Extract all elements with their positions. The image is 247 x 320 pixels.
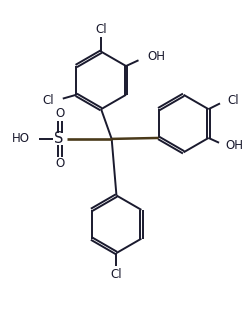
Text: Cl: Cl (228, 94, 239, 107)
Text: S: S (54, 132, 64, 147)
Text: OH: OH (147, 50, 165, 63)
Text: Cl: Cl (111, 268, 122, 281)
Text: O: O (55, 157, 64, 170)
Text: Cl: Cl (95, 23, 107, 36)
Text: Cl: Cl (42, 94, 54, 107)
Text: OH: OH (226, 139, 244, 152)
Text: O: O (55, 108, 64, 120)
Text: HO: HO (12, 132, 30, 145)
